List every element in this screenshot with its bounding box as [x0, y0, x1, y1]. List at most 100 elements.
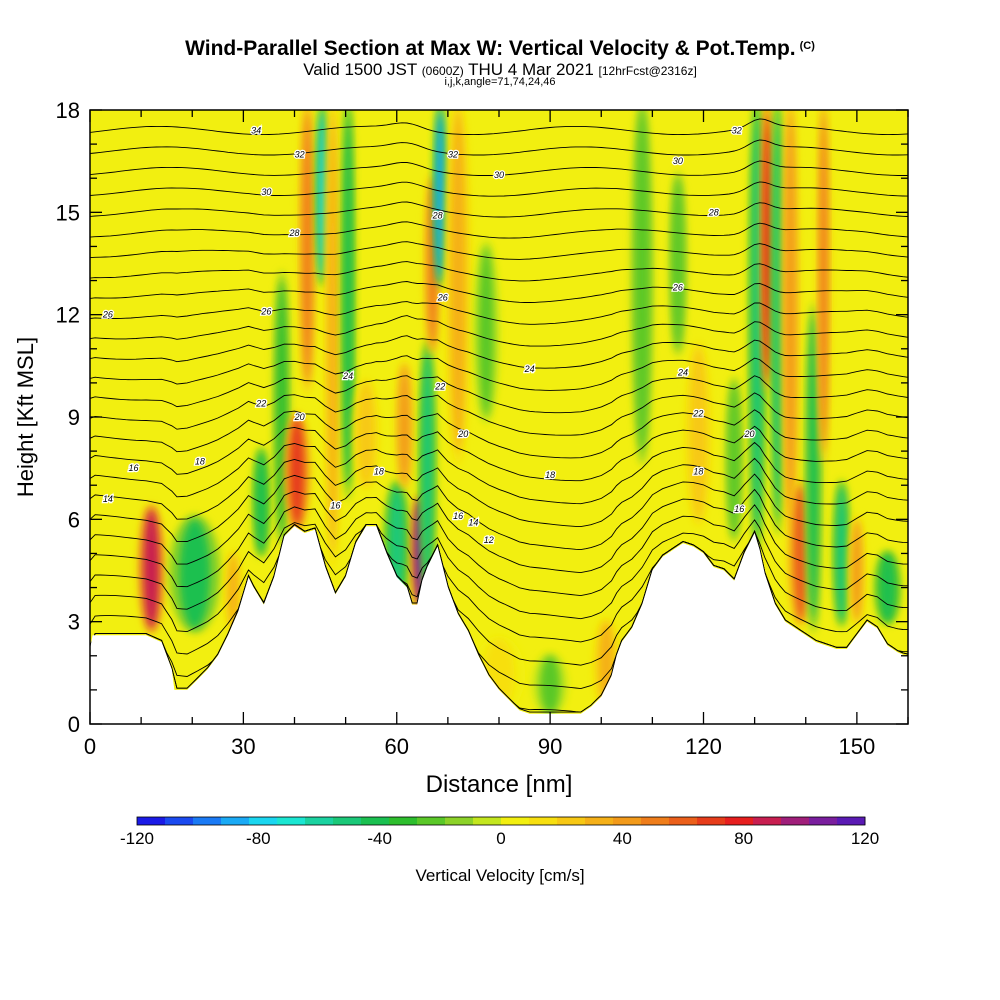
svg-text:20: 20 — [744, 429, 755, 439]
w-cell-14 — [418, 339, 437, 598]
colorbar-swatch — [501, 817, 530, 825]
theta-contour-14 — [90, 504, 908, 597]
contour-label-28: 28 — [706, 206, 720, 219]
w-cell-24 — [685, 341, 712, 527]
colorbar-swatch — [137, 817, 166, 825]
colorbar-swatch — [809, 817, 838, 825]
contour-label-32: 32 — [730, 124, 743, 137]
svg-text:28: 28 — [288, 228, 299, 238]
x-tick-label: 90 — [538, 734, 562, 759]
svg-text:30: 30 — [261, 187, 271, 197]
forecast-info: [12hrFcst@2316z] — [598, 64, 697, 78]
colorbar-swatch — [305, 817, 334, 825]
svg-text:24: 24 — [677, 368, 688, 378]
theta-contour-29 — [90, 241, 908, 260]
svg-text:18: 18 — [693, 467, 703, 477]
colorbar-swatch — [417, 817, 446, 825]
theta-contour-31 — [90, 201, 908, 218]
colorbar-swatch — [753, 817, 782, 825]
contour-label-26: 26 — [259, 305, 273, 318]
y-tick-label: 3 — [68, 610, 80, 635]
colorbar-swatch — [473, 817, 502, 825]
theta-contour-28 — [90, 261, 908, 282]
svg-text:18: 18 — [374, 467, 384, 477]
w-cell-9 — [341, 110, 355, 501]
contour-label-32: 32 — [293, 148, 306, 161]
colorbar-swatch — [641, 817, 670, 825]
terrain-mask — [90, 526, 908, 724]
colorbar-label: Vertical Velocity [cm/s] — [415, 866, 584, 885]
colorbar-tick-label: -40 — [367, 829, 392, 848]
colorbar-tick-label: 40 — [613, 829, 632, 848]
colorbar-swatch — [389, 817, 418, 825]
theta-contour-12 — [90, 523, 908, 643]
w-cell-34 — [848, 515, 866, 626]
theta-contour-10 — [90, 523, 908, 690]
colorbar: -120 -80 -40 0 40 80 120 — [120, 816, 879, 848]
svg-text:24: 24 — [342, 371, 353, 381]
potential-temperature-contours — [90, 118, 908, 713]
colorbar-swatch — [837, 817, 866, 825]
contour-label-20: 20 — [742, 428, 756, 441]
contour-label-30: 30 — [672, 155, 685, 168]
x-tick-label: 150 — [839, 734, 876, 759]
svg-text:32: 32 — [295, 149, 305, 159]
svg-text:14: 14 — [468, 518, 478, 528]
contour-label-20: 20 — [292, 411, 306, 424]
svg-text:20: 20 — [294, 412, 305, 422]
theta-contour-35 — [90, 118, 908, 136]
svg-text:34: 34 — [251, 125, 261, 135]
theta-contour-13 — [90, 519, 908, 620]
chart-subtitle: Valid 1500 JST (0600Z) THU 4 Mar 2021 [1… — [0, 60, 1000, 80]
svg-text:32: 32 — [448, 149, 458, 159]
theta-contour-22 — [90, 375, 908, 414]
svg-text:20: 20 — [457, 429, 468, 439]
y-tick-label: 6 — [68, 507, 80, 532]
contour-label-22: 22 — [254, 397, 268, 410]
w-cell-1 — [168, 514, 221, 633]
x-tick-label: 120 — [685, 734, 722, 759]
colorbar-tick-label: 80 — [734, 829, 753, 848]
colorbar-tick-label: 0 — [496, 829, 505, 848]
svg-text:16: 16 — [734, 504, 744, 514]
theta-contour-21 — [90, 392, 908, 436]
colorbar-swatch — [221, 817, 250, 825]
contour-label-18: 18 — [194, 455, 207, 468]
colorbar-swatch — [697, 817, 726, 825]
theta-contour-33 — [90, 160, 908, 176]
colorbar-swatch — [669, 817, 698, 825]
contour-label-28: 28 — [287, 227, 301, 240]
contour-labels: 12 14 14 16 16 16 16 18 18 18 18 20 20 20 22 22 22 24 24 24… — [101, 124, 756, 547]
svg-text:16: 16 — [330, 501, 340, 511]
chart-title: Wind-Parallel Section at Max W: Vertical… — [0, 37, 1000, 61]
contour-label-22: 22 — [433, 380, 447, 393]
contour-label-34: 34 — [250, 124, 263, 137]
contour-label-26: 26 — [101, 308, 115, 321]
contour-label-12: 12 — [483, 534, 496, 547]
w-cell-16 — [433, 110, 448, 288]
colorbar-swatch — [249, 817, 278, 825]
contour-label-18: 18 — [692, 465, 705, 478]
contour-label-26: 26 — [436, 291, 450, 304]
w-cell-18 — [473, 239, 500, 424]
copyright-mark: (C) — [799, 40, 815, 52]
contour-label-30: 30 — [493, 169, 506, 182]
y-tick-label: 9 — [68, 405, 80, 430]
valid-utc: (0600Z) — [421, 64, 464, 78]
colorbar-swatch — [361, 817, 390, 825]
w-cell-32 — [816, 110, 831, 465]
contour-label-24: 24 — [676, 366, 690, 379]
valid-time: Valid 1500 JST — [303, 60, 417, 79]
colorbar-frame — [136, 816, 866, 826]
colorbar-swatch — [585, 817, 614, 825]
contour-label-18: 18 — [373, 465, 386, 478]
svg-text:24: 24 — [524, 364, 535, 374]
chart-title-text: Wind-Parallel Section at Max W: Vertical… — [185, 37, 796, 60]
svg-text:22: 22 — [434, 381, 445, 391]
w-cell-23 — [669, 171, 687, 356]
svg-text:14: 14 — [103, 494, 113, 504]
contour-label-32: 32 — [447, 148, 460, 161]
colorbar-tick-label: 120 — [851, 829, 879, 848]
colorbar-swatch — [613, 817, 642, 825]
x-axis: 0 30 60 90 120 150 — [84, 110, 909, 759]
